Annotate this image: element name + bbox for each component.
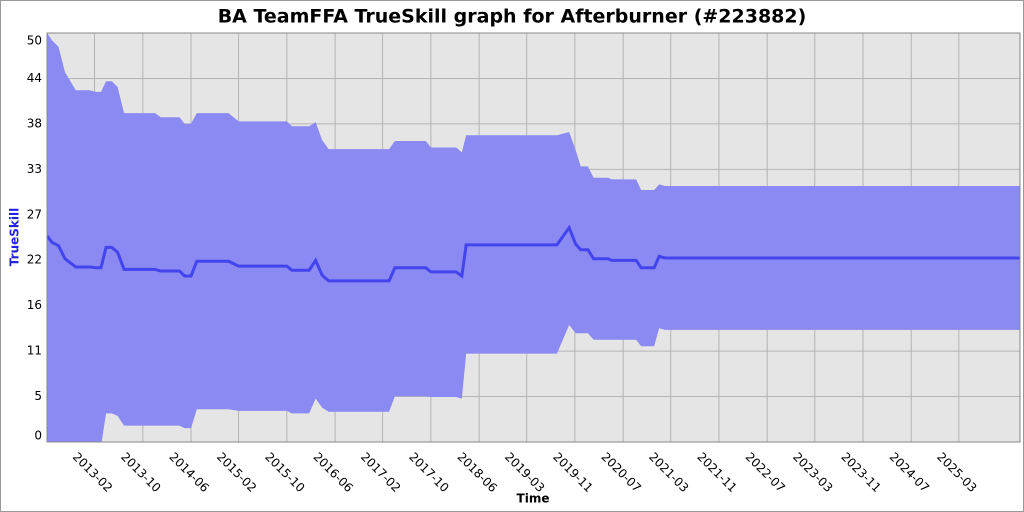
chart-title: BA TeamFFA TrueSkill graph for Afterburn…	[218, 6, 807, 28]
y-tick-label: 22	[27, 253, 42, 267]
mean-line	[47, 224, 1020, 283]
y-tick-label: 38	[27, 116, 42, 130]
y-tick-label: 0	[34, 429, 42, 443]
band-area	[47, 33, 1020, 442]
plot-layer	[47, 33, 1020, 442]
y-tick-label: 27	[27, 207, 42, 221]
y-tick-label: 16	[27, 298, 42, 312]
y-tick-label: 5	[34, 389, 42, 403]
y-tick-label: 11	[27, 344, 42, 358]
y-tick-label: 44	[27, 71, 42, 85]
plot-border	[46, 32, 1021, 443]
y-tick-label: 33	[27, 162, 42, 176]
x-axis-label: Time	[517, 492, 550, 506]
y-tick-label: 50	[27, 34, 42, 48]
y-axis-label: TrueSkill	[8, 208, 22, 266]
